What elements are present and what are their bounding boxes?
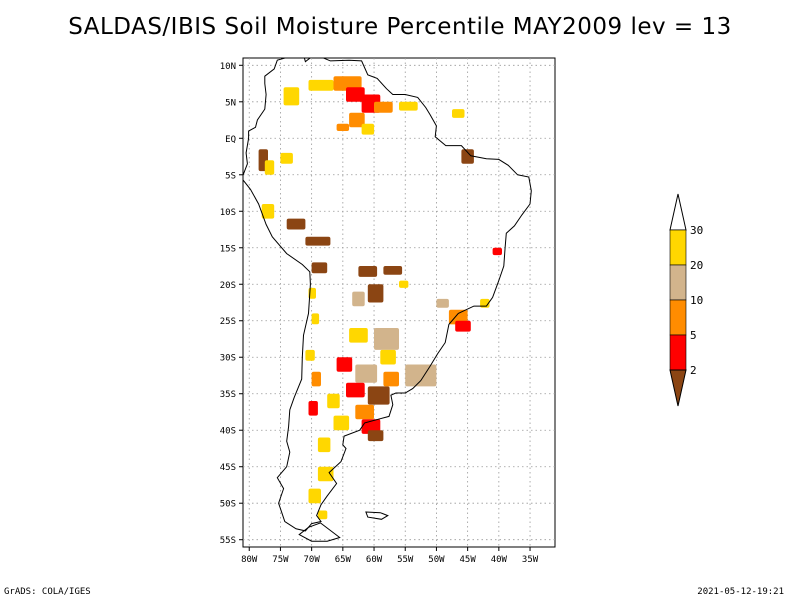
moisture-patch <box>455 320 471 332</box>
legend-top-arrow <box>669 193 687 231</box>
moisture-patch <box>352 291 365 307</box>
lat-tick-label: 35S <box>220 390 236 400</box>
moisture-patch <box>492 247 502 256</box>
lat-tick-label: 55S <box>220 536 236 546</box>
lat-tick-label: 30S <box>220 354 236 364</box>
lat-tick-label: 50S <box>220 500 236 510</box>
legend-label: 5 <box>690 329 697 342</box>
lat-tick-label: 5S <box>225 171 236 181</box>
lon-tick-label: 70W <box>304 555 321 565</box>
moisture-patch <box>311 313 320 325</box>
legend-swatch <box>669 264 687 301</box>
moisture-patch <box>399 101 418 111</box>
legend-swatch <box>669 334 687 371</box>
moisture-patch <box>305 236 331 246</box>
moisture-patch <box>361 123 375 135</box>
lon-tick-label: 50W <box>428 555 445 565</box>
moisture-patch <box>367 430 384 442</box>
moisture-patch <box>286 218 306 230</box>
moisture-patch <box>452 109 465 118</box>
moisture-patch <box>317 466 334 482</box>
moisture-patch <box>383 371 399 387</box>
moisture-patch <box>317 510 328 520</box>
moisture-patch <box>311 371 321 387</box>
coastline <box>243 58 532 542</box>
moisture-patch <box>333 415 350 431</box>
moisture-patch <box>327 393 340 409</box>
moisture-patch <box>380 349 396 365</box>
color-legend: 2 5 10 20 30 <box>669 193 703 407</box>
lat-tick-label: 20S <box>220 281 236 291</box>
tierra-del-fuego-outline <box>298 522 341 542</box>
moisture-patch <box>436 298 449 308</box>
moisture-patch <box>264 160 275 175</box>
lon-tick-label: 55W <box>397 555 414 565</box>
moisture-patch <box>367 284 384 303</box>
lat-tick-label: 10N <box>220 62 236 72</box>
footer-timestamp: 2021-05-12-19:21 <box>697 587 784 597</box>
moisture-patch <box>349 112 365 128</box>
lon-tick-label: 60W <box>366 555 383 565</box>
moisture-patch <box>374 101 393 113</box>
moisture-patch <box>355 364 378 383</box>
lat-tick-label: 45S <box>220 463 236 473</box>
lat-tick-label: EQ <box>225 135 236 145</box>
lat-tick-label: 5N <box>225 98 236 108</box>
moisture-patch <box>355 404 374 420</box>
moisture-patch <box>461 149 474 164</box>
map-title: SALDAS/IBIS Soil Moisture Percentile MAY… <box>68 14 732 40</box>
moisture-patch <box>399 280 409 288</box>
moisture-patch <box>383 266 403 275</box>
legend-swatch <box>669 229 687 266</box>
legend-label: 2 <box>690 364 697 377</box>
lon-tick-label: 35W <box>522 555 539 565</box>
moisture-patch <box>358 266 378 277</box>
moisture-patch <box>305 349 315 361</box>
moisture-patch <box>405 364 437 387</box>
map-frame <box>242 57 556 548</box>
moisture-patch <box>374 328 399 350</box>
lon-tick-label: 80W <box>241 555 258 565</box>
legend-bottom-arrow <box>669 369 687 407</box>
moisture-patch <box>333 76 362 91</box>
footer-credit: GrADS: COLA/IGES <box>4 587 91 597</box>
moisture-patch <box>261 204 275 219</box>
lat-tick-label: 10S <box>220 208 236 218</box>
moisture-patch <box>336 123 350 131</box>
lon-tick-label: 45W <box>460 555 477 565</box>
moisture-patch <box>283 87 300 106</box>
legend-label: 30 <box>690 224 703 237</box>
moisture-patch <box>346 87 365 102</box>
legend-swatch <box>669 299 687 336</box>
lat-tick-label: 25S <box>220 317 236 327</box>
lat-tick-label: 40S <box>220 427 236 437</box>
falkland-islands-outline <box>365 511 389 520</box>
moisture-patch <box>336 357 353 372</box>
moisture-patch <box>280 152 293 164</box>
legend-label: 20 <box>690 259 703 272</box>
lat-tick-label: 15S <box>220 244 236 254</box>
legend-label: 10 <box>690 294 703 307</box>
moisture-patch <box>308 79 334 91</box>
moisture-patch <box>308 401 318 416</box>
latitude-labels: 10N 5N EQ 5S 10S 15S 20S 25S 30S 35S 40S 45S 50S 55S <box>220 62 236 546</box>
moisture-patch <box>317 437 331 453</box>
lon-tick-label: 75W <box>272 555 289 565</box>
longitude-labels: 80W 75W 70W 65W 60W 55W 50W 45W 40W 35W <box>241 555 539 565</box>
moisture-patch <box>311 262 328 274</box>
continent-outline <box>243 58 532 532</box>
lon-tick-label: 65W <box>335 555 352 565</box>
moisture-patch <box>349 328 368 343</box>
moisture-patch <box>346 382 365 398</box>
lon-tick-label: 40W <box>491 555 508 565</box>
moisture-patch <box>367 386 390 405</box>
moisture-patch <box>308 488 321 504</box>
